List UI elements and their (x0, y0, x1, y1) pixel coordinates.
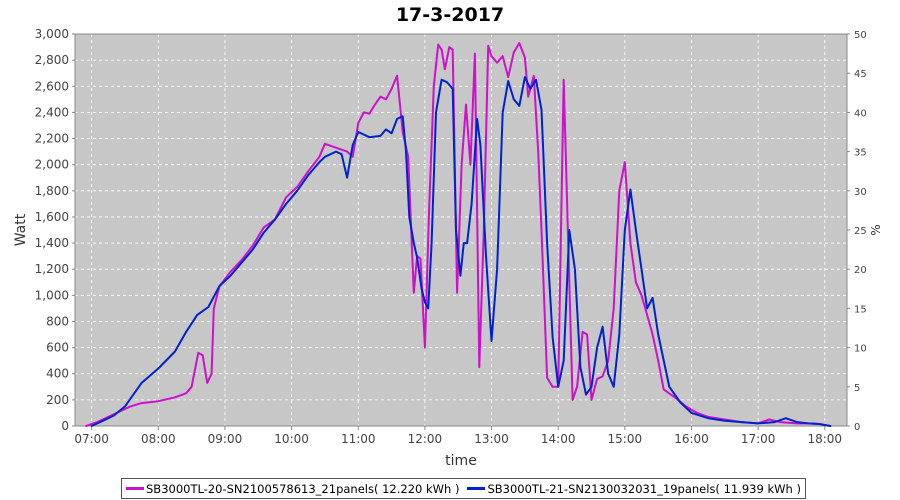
plot-frame (74, 33, 848, 427)
x-tick-label: 14:00 (541, 432, 576, 446)
legend-swatch (126, 487, 144, 490)
series-line (90, 76, 832, 427)
y2-tick-label: 45 (854, 69, 867, 80)
x-tick-label: 08:00 (141, 432, 176, 446)
y-tick-label: 2,400 (35, 105, 69, 119)
x-tick-label: 16:00 (674, 432, 709, 446)
y-tick-label: 1,200 (35, 262, 69, 276)
x-tick-label: 13:00 (474, 432, 509, 446)
y2-tick-label: 20 (854, 265, 867, 276)
series-lines (85, 42, 832, 427)
y2-tick-label: 10 (854, 344, 867, 355)
legend-swatch (467, 487, 486, 490)
y2-tick-label: 30 (854, 187, 867, 198)
y2-tick-label: 50 (854, 30, 867, 41)
y-tick-label: 0 (61, 419, 69, 433)
x-tick-label: 18:00 (807, 432, 842, 446)
y-tick-label: 600 (46, 341, 69, 355)
x-tick-label: 12:00 (408, 432, 443, 446)
axes: 02004006008001,0001,2001,4001,6001,8002,… (35, 27, 867, 446)
y-tick-label: 200 (46, 393, 69, 407)
y-tick-label: 400 (46, 367, 69, 381)
legend-label: SB3000TL-20-SN2100578613_21panels( 12.22… (146, 481, 460, 496)
y2-tick-label: 5 (854, 383, 860, 394)
x-tick-label: 11:00 (341, 432, 376, 446)
legend: SB3000TL-20-SN2100578613_21panels( 12.22… (121, 478, 806, 499)
y2-axis-label: % (869, 224, 883, 235)
x-axis-label: time (445, 453, 477, 469)
y-tick-label: 2,600 (35, 79, 69, 93)
legend-item: SB3000TL-20-SN2100578613_21panels( 12.22… (126, 482, 459, 496)
y-tick-label: 2,200 (35, 132, 69, 146)
y-tick-label: 3,000 (35, 27, 69, 41)
y-tick-label: 2,800 (35, 53, 69, 67)
x-tick-label: 10:00 (274, 432, 309, 446)
x-tick-label: 17:00 (741, 432, 776, 446)
y-tick-label: 1,600 (35, 210, 69, 224)
line-chart: 02004006008001,0001,2001,4001,6001,8002,… (13, 27, 883, 469)
legend-label: SB3000TL-21-SN2130032031_19panels( 11.93… (487, 481, 801, 496)
x-tick-label: 07:00 (74, 432, 109, 446)
y-axis-label: Watt (13, 213, 29, 246)
y-tick-label: 1,000 (35, 288, 69, 302)
y-tick-label: 800 (46, 314, 69, 328)
plot-background (75, 34, 847, 426)
chart-title: 17-3-2017 (395, 4, 505, 26)
x-tick-label: 09:00 (208, 432, 243, 446)
y2-tick-label: 25 (854, 226, 867, 237)
y-tick-label: 2,000 (35, 158, 69, 172)
x-tick-label: 15:00 (608, 432, 643, 446)
y2-tick-label: 40 (854, 108, 867, 119)
y2-tick-label: 0 (854, 422, 860, 433)
y2-tick-label: 15 (854, 304, 867, 315)
y-tick-label: 1,800 (35, 184, 69, 198)
series-line (85, 42, 832, 427)
y-tick-label: 1,400 (35, 236, 69, 250)
y2-tick-label: 35 (854, 148, 867, 159)
legend-item: SB3000TL-21-SN2130032031_19panels( 11.93… (467, 481, 801, 496)
